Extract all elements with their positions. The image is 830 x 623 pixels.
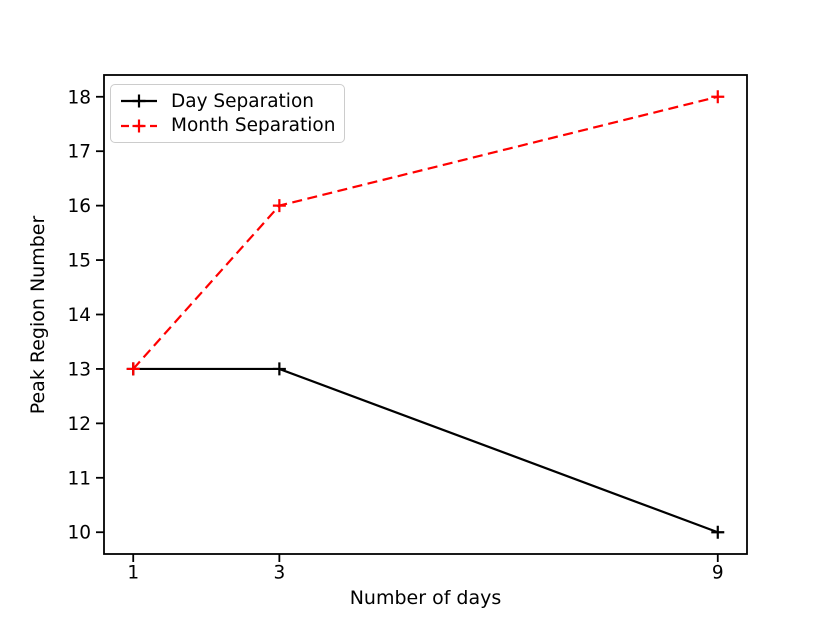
x-axis-ticks: 1 3 9: [127, 554, 724, 584]
legend: Day Separation Month Separation: [110, 84, 346, 143]
y-axis-label: Peak Region Number: [27, 215, 49, 415]
y-tick-label: 10: [67, 523, 91, 544]
x-tick-label: 3: [273, 563, 285, 584]
plus-marker-icon: [132, 94, 146, 108]
plus-marker-icon: [711, 525, 725, 539]
x-axis-label: Number of days: [349, 587, 502, 609]
series-month-separation: [126, 90, 725, 376]
series-line: [133, 367, 719, 534]
y-tick-label: 17: [67, 142, 91, 163]
plot-frame: [103, 74, 748, 555]
plus-marker-icon: [126, 362, 140, 376]
plus-marker-icon: [272, 362, 286, 376]
legend-label-day-separation: Day Separation: [171, 90, 314, 112]
y-tick-label: 13: [67, 359, 91, 380]
legend-label-month-separation: Month Separation: [171, 115, 336, 137]
y-tick-label: 15: [67, 251, 91, 272]
x-tick-label: 9: [712, 563, 724, 584]
legend-line-sample-icon: [121, 119, 157, 133]
plus-marker-icon: [711, 90, 725, 104]
plus-marker-icon: [272, 199, 286, 213]
y-tick-label: 18: [67, 87, 91, 108]
y-axis-ticks: 10 11 12 13 14 15 16 17 18: [67, 87, 104, 544]
y-tick-label: 11: [67, 468, 91, 489]
series-day-separation: [126, 362, 725, 539]
y-tick-label: 12: [67, 414, 91, 435]
y-tick-label: 14: [67, 305, 91, 326]
x-tick-label: 1: [127, 563, 139, 584]
legend-item-month-separation: Month Separation: [120, 114, 335, 139]
legend-line-sample-icon: [121, 94, 157, 108]
plus-marker-icon: [132, 119, 146, 133]
y-tick-label: 16: [67, 196, 91, 217]
legend-item-day-separation: Day Separation: [120, 89, 335, 114]
